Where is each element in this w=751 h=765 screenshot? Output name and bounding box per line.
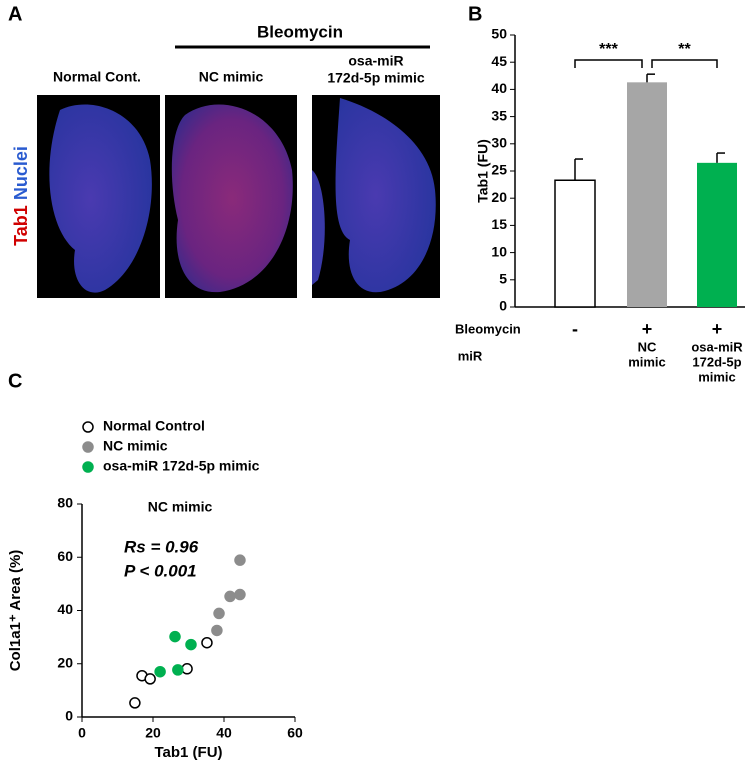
significance-bracket — [651, 59, 718, 68]
row-value: + — [642, 319, 653, 339]
point — [201, 636, 213, 649]
stain-name: Nuclei — [11, 146, 31, 200]
y-tick-label: 45 — [491, 53, 507, 69]
column-label: NC mimic — [199, 69, 264, 85]
significance-bracket — [574, 59, 643, 68]
point — [185, 638, 197, 651]
y-tick-label: 40 — [491, 80, 507, 96]
annotation: NC mimic — [148, 499, 213, 515]
legend-marker — [82, 421, 94, 433]
y-tick-label: 5 — [499, 271, 507, 287]
y-tick-label: 35 — [491, 107, 507, 123]
x-tick-label: 40 — [216, 725, 232, 741]
row-value: + — [712, 319, 723, 339]
y-tick-label: 30 — [491, 135, 507, 151]
x-tick-label: 0 — [78, 725, 86, 741]
legend-marker — [82, 461, 94, 473]
micrographs — [37, 95, 440, 298]
legend-marker — [82, 441, 94, 453]
stain-name: Tab1 — [11, 205, 31, 246]
row-value: mimic — [698, 369, 736, 384]
point — [169, 630, 181, 643]
stain-label: Tab1 Nuclei — [11, 146, 31, 246]
x-tick-label: 60 — [287, 725, 303, 741]
x-axis-label: Tab1 (FU) — [154, 744, 222, 761]
error-bar — [646, 73, 655, 83]
y-tick-label: 25 — [491, 162, 507, 178]
x-tick-label: 20 — [145, 725, 161, 741]
y-tick-label: 50 — [491, 26, 507, 42]
row-value: mimic — [628, 354, 666, 369]
legend-label: osa-miR 172d-5p mimic — [103, 458, 260, 474]
point — [224, 590, 236, 603]
row-label: Bleomycin — [455, 321, 521, 336]
point — [181, 663, 193, 675]
point — [144, 673, 156, 685]
error-bar — [574, 158, 583, 181]
y-tick-label: 80 — [57, 495, 73, 511]
y-tick-label: 0 — [65, 708, 73, 724]
tissue — [171, 104, 293, 293]
y-axis-label: Tab1 (FU) — [475, 139, 491, 203]
tissue — [335, 98, 436, 293]
row-value: 172d-5p — [692, 354, 741, 369]
row-value: osa-miR — [691, 339, 743, 354]
y-tick-label: 40 — [57, 601, 73, 617]
bar — [554, 179, 596, 308]
panel-letter: A — [8, 3, 22, 25]
bar — [627, 82, 667, 307]
point — [234, 554, 246, 566]
point — [154, 665, 166, 678]
point — [129, 697, 141, 709]
bar — [697, 162, 737, 307]
legend-label: NC mimic — [103, 438, 168, 454]
annotation: P < 0.001 — [124, 561, 197, 580]
panel-letter: C — [8, 370, 22, 392]
tissue — [49, 104, 152, 293]
error-bar — [716, 152, 725, 163]
significance: *** — [599, 41, 618, 58]
panel-letter: B — [468, 3, 482, 25]
column-label: 172d-5p mimic — [327, 70, 424, 86]
column-label: osa-miR — [348, 53, 403, 69]
point — [213, 607, 225, 620]
y-tick-label: 20 — [491, 189, 507, 205]
group-label: Bleomycin — [257, 22, 343, 41]
significance: ** — [678, 41, 691, 58]
point — [234, 588, 246, 601]
tissue — [312, 170, 325, 285]
legend-label: Normal Control — [103, 418, 205, 434]
y-tick-label: 0 — [499, 298, 507, 314]
row-value: - — [572, 319, 578, 339]
point — [211, 624, 223, 637]
annotation: Rs = 0.96 — [124, 537, 199, 556]
row-label: miR — [458, 348, 483, 363]
y-tick-label: 20 — [57, 654, 73, 670]
y-axis-label: Col1a1⁺ Area (%) — [7, 550, 24, 672]
row-value: NC — [638, 339, 657, 354]
y-tick-label: 10 — [491, 243, 507, 259]
point — [172, 664, 184, 676]
y-tick-label: 15 — [491, 216, 507, 232]
y-tick-label: 60 — [57, 548, 73, 564]
column-label: Normal Cont. — [53, 69, 141, 85]
